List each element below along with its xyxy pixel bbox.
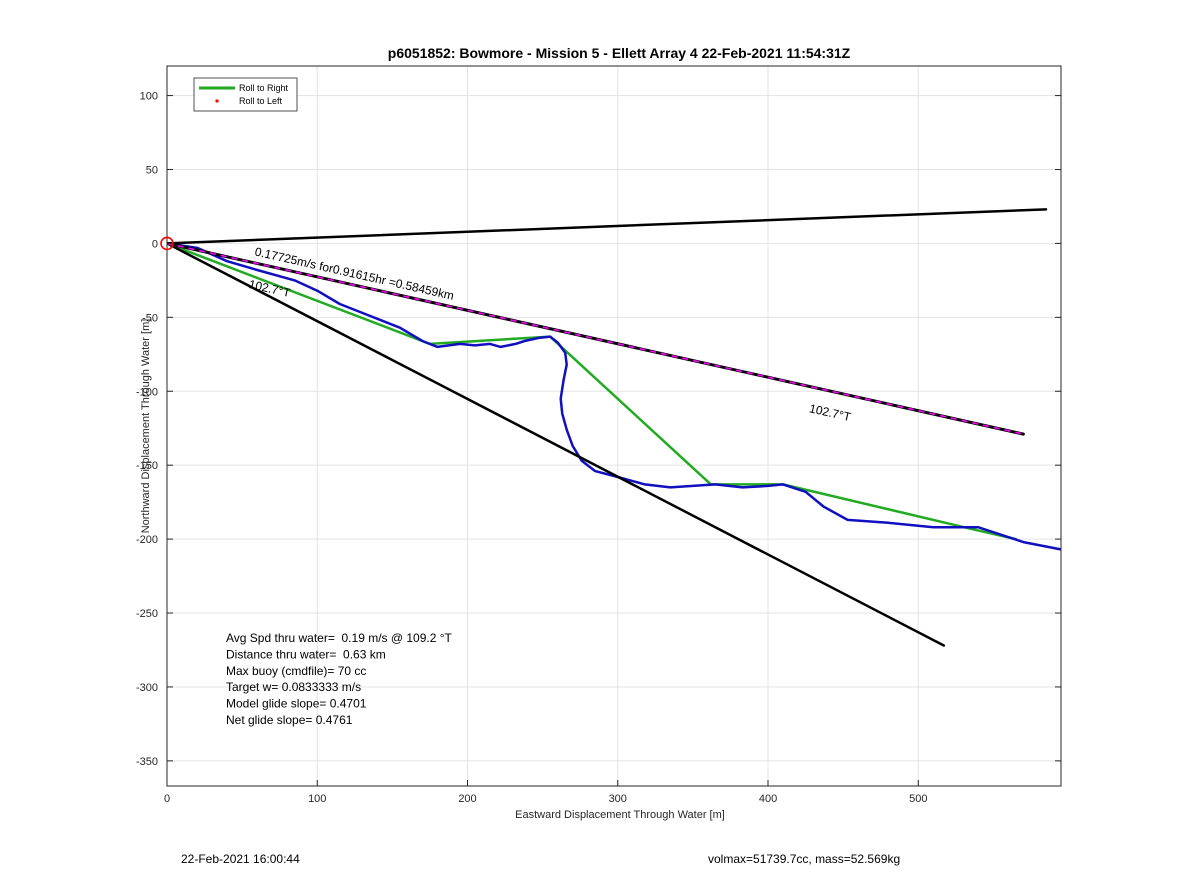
legend-box	[193, 77, 298, 112]
legend-roll-left-swatch	[215, 99, 219, 103]
stats-line: Distance thru water= 0.63 km	[226, 647, 386, 661]
legend-roll-left-label: Roll to Left	[239, 96, 283, 106]
x-tick-label: 400	[759, 793, 777, 805]
y-tick-label: 0	[152, 238, 158, 250]
x-tick-label: 100	[308, 793, 326, 805]
drift-vector-dash	[167, 242, 1024, 435]
stats-block: Avg Spd thru water= 0.19 m/s @ 109.2 °T D…	[226, 631, 453, 727]
legend: Roll to Right Roll to Left	[193, 77, 298, 112]
stats-line: Avg Spd thru water= 0.19 m/s @ 109.2 °T	[226, 631, 453, 645]
start-marker	[160, 236, 174, 251]
y-tick-label: 100	[140, 91, 158, 103]
y-tick-label: -100	[136, 386, 158, 398]
y-tick-label: -350	[136, 756, 158, 768]
x-tick-label: 0	[164, 793, 170, 805]
y-tick-label: -200	[136, 534, 158, 546]
stats-line: Target w= 0.0833333 m/s	[226, 680, 361, 694]
data-series	[167, 208, 1061, 647]
stats-line: Net glide slope= 0.4761	[226, 713, 353, 727]
annotations: 0.17725m/s for0.91615hr =0.58459km102.7°…	[247, 244, 852, 424]
y-axis-label: Northward Displacement Through Water [m]	[140, 319, 152, 534]
heading-line-south	[167, 242, 946, 647]
legend-roll-right-label: Roll to Right	[239, 83, 289, 93]
footer-volume-mass: volmax=51739.7cc, mass=52.569kg	[708, 852, 901, 866]
x-axis-label: Eastward Displacement Through Water [m]	[515, 809, 725, 821]
stats-line: Max buoy (cmdfile)= 70 cc	[226, 664, 366, 678]
glider-track	[167, 242, 1061, 551]
y-tick-label: -150	[136, 460, 158, 472]
y-tick-label: -300	[136, 682, 158, 694]
plot-frame	[166, 65, 1062, 787]
chart-title: p6051852: Bowmore - Mission 5 - Ellett A…	[388, 45, 851, 61]
annotation-label: 102.7°T	[808, 401, 853, 424]
grid-lines	[166, 66, 1061, 786]
heading-line-north	[167, 208, 1048, 245]
x-tick-label: 500	[909, 793, 927, 805]
x-tick-label: 200	[458, 793, 476, 805]
y-tick-label: -50	[142, 312, 158, 324]
drift-vector-line	[167, 241, 1025, 436]
y-tick-label: 50	[146, 164, 158, 176]
footer-timestamp: 22-Feb-2021 16:00:44	[181, 852, 300, 866]
y-tick-label: -250	[136, 608, 158, 620]
axis-ticks: 0 100 200 300 400 500100500-50-100-150-200-25…	[136, 91, 1061, 805]
stats-line: Model glide slope= 0.4701	[226, 697, 367, 711]
x-tick-label: 300	[609, 793, 627, 805]
